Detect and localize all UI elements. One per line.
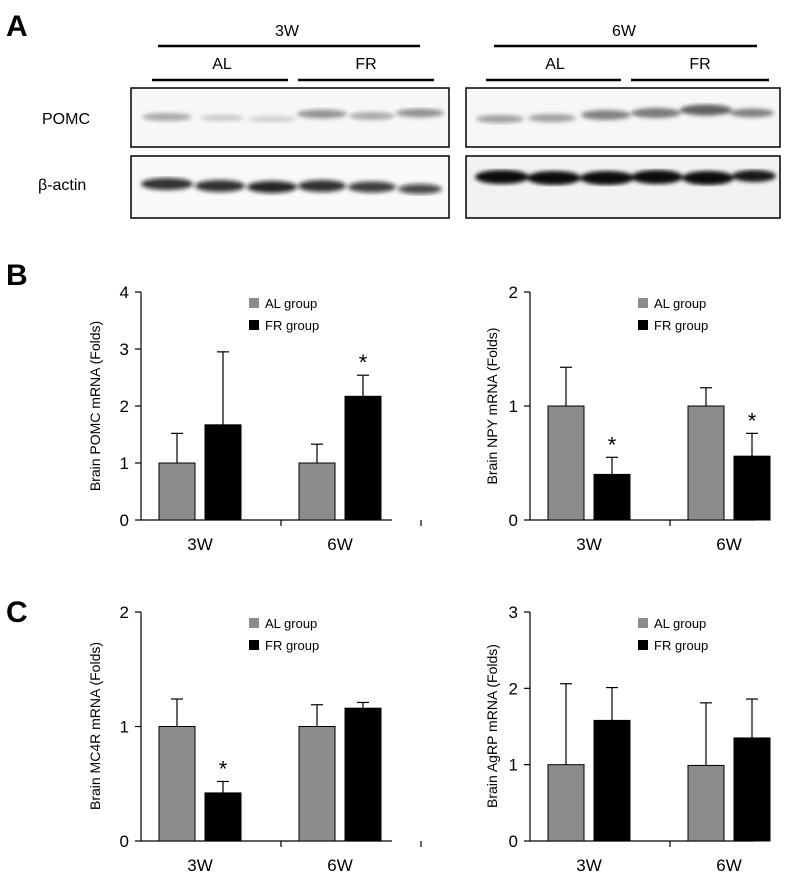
blot-group-fr-right: FR	[689, 56, 710, 73]
y-tick-label: 1	[509, 397, 518, 416]
bar-al-3w	[158, 462, 196, 521]
x-tick-label: 6W	[716, 856, 742, 875]
y-tick-label: 0	[120, 832, 129, 851]
bar-fr-3w	[204, 792, 242, 842]
blot-time-left: 3W	[275, 23, 300, 40]
significance-star: *	[219, 756, 228, 781]
bar-fr-6w	[344, 395, 382, 521]
blot-image-pomc-right	[465, 87, 781, 148]
legend-label: AL group	[654, 616, 706, 631]
panel-label-b: B	[6, 259, 28, 292]
legend-label: AL group	[654, 296, 706, 311]
chart-2: 0 1 2 3W 6W Brain NPY mRNA (Folds) * * AL group F…	[484, 283, 771, 554]
chart-4: 0 1 2 3 3W 6W Brain AgRP mRNA (Folds) AL group F…	[484, 603, 771, 875]
x-tick-label: 6W	[327, 856, 353, 875]
y-axis-label: Brain MC4R mRNA (Folds)	[87, 642, 103, 810]
blot-row-actin-label: β-actin	[38, 177, 86, 194]
blot-group-al-right: AL	[545, 56, 565, 73]
bar-fr-3w	[204, 424, 242, 521]
y-axis-label: Brain AgRP mRNA (Folds)	[484, 644, 500, 808]
legend-swatch-fr	[249, 320, 259, 330]
bar-fr-3w	[593, 719, 631, 842]
significance-star: *	[359, 350, 368, 375]
bar-al-3w	[547, 405, 585, 521]
x-tick-label: 3W	[576, 535, 602, 554]
legend-swatch-fr	[249, 640, 259, 650]
y-tick-label: 1	[509, 756, 518, 775]
significance-star: *	[748, 408, 757, 433]
legend-swatch-fr	[638, 320, 648, 330]
blot-header: 3W 6W AL FR AL FR POMC β-actin	[38, 23, 769, 194]
legend-swatch-al	[249, 618, 259, 628]
bar-fr-3w	[593, 473, 631, 521]
y-tick-label: 3	[120, 340, 129, 359]
y-tick-label: 1	[120, 718, 129, 737]
x-tick-label: 6W	[327, 535, 353, 554]
blot-time-right: 6W	[612, 23, 637, 40]
x-tick-label: 3W	[576, 856, 602, 875]
legend-swatch-al	[638, 298, 648, 308]
significance-star: *	[608, 432, 617, 457]
bar-al-6w	[687, 405, 725, 521]
y-axis-label: Brain NPY mRNA (Folds)	[484, 328, 500, 485]
y-tick-label: 0	[509, 832, 518, 851]
y-axis-label: Brain POMC mRNA (Folds)	[87, 321, 103, 491]
y-tick-label: 0	[509, 511, 518, 530]
panel-label-c: C	[6, 596, 28, 629]
y-tick-label: 2	[120, 397, 129, 416]
legend-swatch-fr	[638, 640, 648, 650]
legend-swatch-al	[638, 618, 648, 628]
bar-al-3w	[158, 726, 196, 842]
legend-label: FR group	[654, 318, 708, 333]
blot-image-actin-right	[465, 155, 781, 219]
blot-group-al-left: AL	[212, 56, 232, 73]
bar-al-6w	[298, 726, 336, 842]
x-tick-label: 3W	[187, 856, 213, 875]
y-tick-label: 2	[509, 283, 518, 302]
legend-swatch-al	[249, 298, 259, 308]
legend-label: FR group	[265, 318, 319, 333]
y-tick-label: 3	[509, 603, 518, 622]
legend-label: AL group	[265, 616, 317, 631]
bar-fr-6w	[733, 737, 771, 842]
y-tick-label: 2	[120, 603, 129, 622]
bar-charts: 0 1 2 3 4 3W 6W Brain POMC mRNA (Folds) * AL grou…	[87, 283, 771, 875]
x-tick-label: 3W	[187, 535, 213, 554]
bar-fr-6w	[733, 455, 771, 521]
blot-image-pomc-left	[130, 87, 450, 148]
bar-al-6w	[687, 764, 725, 842]
x-tick-label: 6W	[716, 535, 742, 554]
bar-fr-6w	[344, 707, 382, 842]
legend-label: AL group	[265, 296, 317, 311]
y-tick-label: 1	[120, 454, 129, 473]
chart-3: 0 1 2 3W 6W Brain MC4R mRNA (Folds) * AL group F…	[87, 603, 422, 875]
y-tick-label: 2	[509, 679, 518, 698]
blot-row-pomc-label: POMC	[42, 111, 90, 128]
y-tick-label: 0	[120, 511, 129, 530]
bar-al-3w	[547, 764, 585, 842]
legend-label: FR group	[654, 638, 708, 653]
y-tick-label: 4	[120, 283, 129, 302]
legend-label: FR group	[265, 638, 319, 653]
blot-group-fr-left: FR	[355, 56, 376, 73]
chart-1: 0 1 2 3 4 3W 6W Brain POMC mRNA (Folds) * AL grou…	[87, 283, 422, 554]
panel-label-a: A	[6, 10, 28, 43]
bar-al-6w	[298, 462, 336, 521]
blot-image-actin-left	[130, 155, 450, 219]
